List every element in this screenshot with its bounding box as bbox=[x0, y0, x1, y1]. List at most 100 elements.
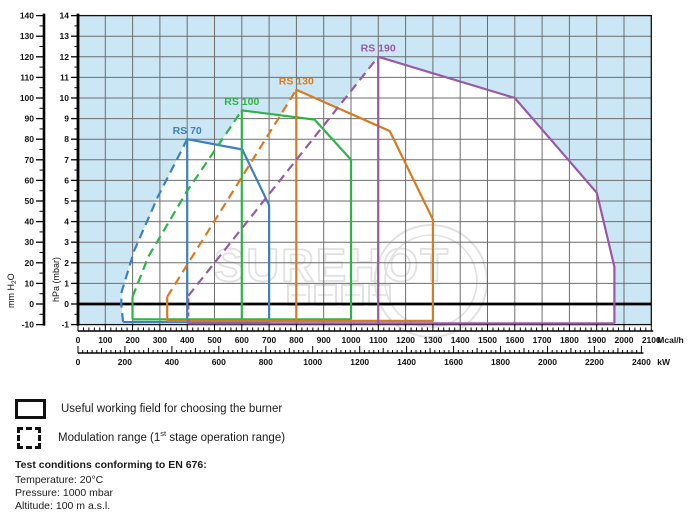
test-condition-altitude: Altitude: 100 m a.s.l. bbox=[15, 500, 111, 512]
svg-text:1400: 1400 bbox=[397, 357, 416, 367]
svg-text:70: 70 bbox=[25, 155, 35, 165]
svg-text:400: 400 bbox=[180, 335, 194, 345]
svg-text:8: 8 bbox=[64, 134, 69, 144]
svg-text:1600: 1600 bbox=[505, 335, 524, 345]
svg-text:100: 100 bbox=[20, 93, 34, 103]
svg-text:2000: 2000 bbox=[615, 335, 634, 345]
useful-field-label: Useful working field for choosing the bu… bbox=[61, 403, 283, 415]
svg-text:2: 2 bbox=[64, 258, 69, 268]
mm-h2o-axis-title: mm H2O bbox=[6, 273, 18, 308]
svg-text:0: 0 bbox=[29, 299, 34, 309]
superscript-st: st bbox=[160, 429, 167, 439]
legend-modulation-range: Modulation range (1st stage operation ra… bbox=[15, 427, 285, 449]
svg-text:60: 60 bbox=[25, 175, 35, 185]
svg-text:2200: 2200 bbox=[585, 357, 604, 367]
svg-text:1400: 1400 bbox=[451, 335, 470, 345]
svg-text:1000: 1000 bbox=[342, 335, 361, 345]
svg-text:0: 0 bbox=[64, 299, 69, 309]
svg-text:50: 50 bbox=[25, 196, 35, 206]
rs-130-modulation-range bbox=[166, 89, 298, 298]
svg-text:90: 90 bbox=[25, 114, 35, 124]
rs-100-modulation-range bbox=[131, 109, 243, 298]
svg-text:11: 11 bbox=[60, 72, 69, 82]
svg-text:1700: 1700 bbox=[533, 335, 552, 345]
svg-text:1800: 1800 bbox=[491, 357, 510, 367]
svg-text:1: 1 bbox=[64, 278, 69, 288]
svg-text:600: 600 bbox=[212, 357, 226, 367]
legend-useful-field: Useful working field for choosing the bu… bbox=[15, 399, 282, 419]
svg-text:1200: 1200 bbox=[396, 335, 415, 345]
test-condition-temperature: Temperature: 20°C bbox=[15, 474, 104, 486]
svg-text:2400: 2400 bbox=[632, 357, 651, 367]
svg-text:10: 10 bbox=[25, 278, 35, 288]
svg-text:1100: 1100 bbox=[369, 335, 388, 345]
svg-text:140: 140 bbox=[20, 11, 34, 21]
svg-text:5: 5 bbox=[64, 196, 69, 206]
svg-text:0: 0 bbox=[76, 357, 81, 367]
svg-text:10: 10 bbox=[60, 93, 70, 103]
rs-70-modulation-range bbox=[120, 138, 189, 323]
svg-text:1600: 1600 bbox=[444, 357, 463, 367]
kw-axis-unit: kW bbox=[657, 357, 671, 367]
svg-text:7: 7 bbox=[64, 155, 69, 165]
svg-text:9: 9 bbox=[64, 114, 69, 124]
svg-text:900: 900 bbox=[317, 335, 331, 345]
svg-text:20: 20 bbox=[25, 258, 35, 268]
modulation-range-swatch bbox=[17, 427, 41, 449]
useful-field-swatch bbox=[15, 399, 46, 419]
mm-h2o-axis: 1401301201101009080706050403020100-10mm … bbox=[6, 11, 46, 330]
svg-text:400: 400 bbox=[165, 357, 179, 367]
svg-text:100: 100 bbox=[98, 335, 112, 345]
svg-text:800: 800 bbox=[259, 357, 273, 367]
svg-text:40: 40 bbox=[25, 217, 35, 227]
svg-text:200: 200 bbox=[126, 335, 140, 345]
mcal-axis: 0 100 200 300 400 500 600 700 800 900 1000 1100 1200… bbox=[76, 324, 684, 345]
svg-text:-1: -1 bbox=[61, 320, 69, 330]
mcal-axis-unit: Mcal/h bbox=[657, 335, 683, 345]
rs-130-useful-field bbox=[295, 88, 434, 321]
svg-text:1300: 1300 bbox=[423, 335, 442, 345]
svg-text:130: 130 bbox=[20, 31, 34, 41]
svg-text:110: 110 bbox=[20, 72, 34, 82]
svg-text:3: 3 bbox=[64, 237, 69, 247]
svg-text:0: 0 bbox=[76, 335, 81, 345]
modulation-range-label: Modulation range (1st stage operation ra… bbox=[58, 429, 286, 444]
rs-190-modulation-range bbox=[187, 56, 380, 297]
svg-text:1800: 1800 bbox=[560, 335, 579, 345]
rs-100-label: RS 100 bbox=[224, 96, 259, 108]
series-rs-190 bbox=[187, 55, 616, 325]
svg-text:1500: 1500 bbox=[478, 335, 497, 345]
svg-text:80: 80 bbox=[25, 134, 35, 144]
test-conditions-heading: Test conditions conforming to EN 676: bbox=[15, 459, 207, 471]
hpa-axis-title: hPa (mbar) bbox=[51, 257, 61, 302]
svg-text:700: 700 bbox=[262, 335, 276, 345]
svg-text:14: 14 bbox=[60, 11, 70, 21]
svg-text:600: 600 bbox=[235, 335, 249, 345]
svg-text:6: 6 bbox=[64, 175, 69, 185]
svg-text:1900: 1900 bbox=[587, 335, 606, 345]
series-rs-100 bbox=[131, 109, 353, 321]
svg-text:13: 13 bbox=[60, 31, 70, 41]
test-condition-pressure: Pressure: 1000 mbar bbox=[15, 487, 114, 499]
svg-text:1200: 1200 bbox=[350, 357, 369, 367]
rs-70-label: RS 70 bbox=[173, 125, 202, 137]
svg-text:120: 120 bbox=[20, 52, 34, 62]
svg-text:30: 30 bbox=[25, 237, 35, 247]
rs-100-useful-field bbox=[240, 109, 353, 320]
svg-text:200: 200 bbox=[118, 357, 132, 367]
rs-190-label: RS 190 bbox=[361, 43, 396, 55]
working-region bbox=[121, 56, 615, 325]
svg-text:800: 800 bbox=[289, 335, 303, 345]
svg-text:2000: 2000 bbox=[538, 357, 557, 367]
svg-text:4: 4 bbox=[64, 217, 69, 227]
svg-text:-10: -10 bbox=[22, 320, 35, 330]
rs-190-useful-field bbox=[377, 55, 616, 324]
grid bbox=[78, 15, 652, 325]
svg-text:12: 12 bbox=[60, 52, 70, 62]
series-rs-130 bbox=[166, 88, 434, 322]
svg-text:300: 300 bbox=[153, 335, 167, 345]
rs-130-label: RS 130 bbox=[279, 76, 314, 88]
